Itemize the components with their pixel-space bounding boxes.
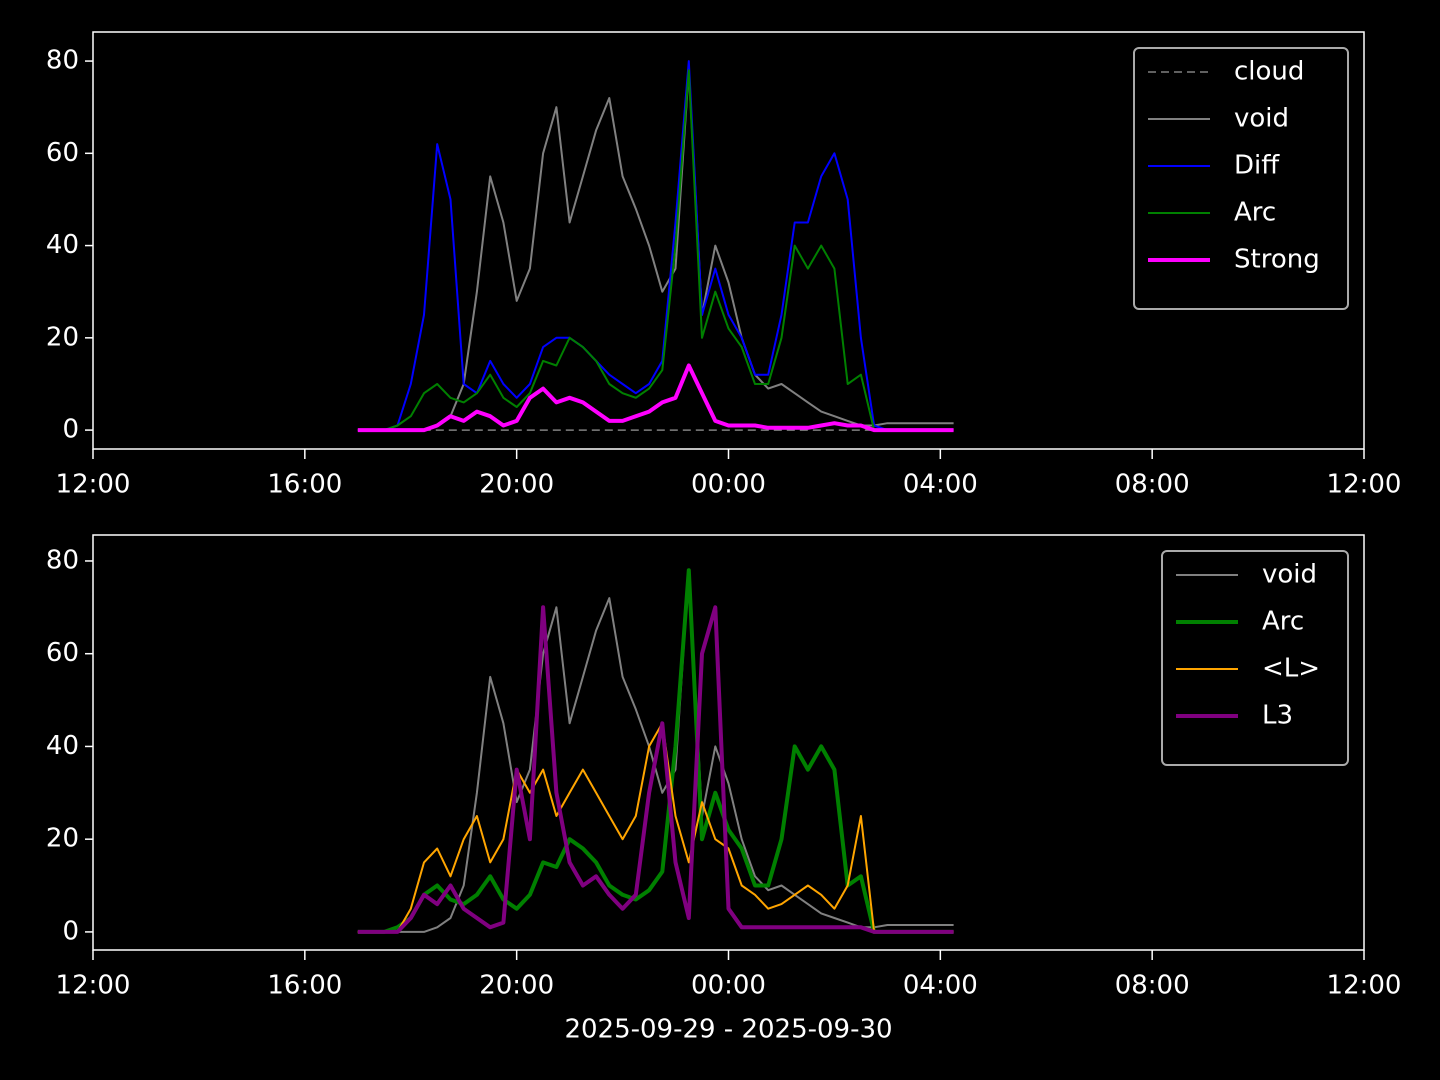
y-tick-label: 40 [46, 731, 79, 761]
legend-box [1161, 550, 1349, 766]
x-tick-label: 20:00 [479, 971, 554, 1001]
x-tick-label: 08:00 [1115, 971, 1190, 1001]
series-line [357, 605, 954, 934]
y-tick-label: 80 [46, 46, 79, 76]
x-tick-label: 16:00 [267, 971, 342, 1001]
y-tick-label: 0 [62, 916, 79, 946]
x-tick-label: 12:00 [56, 470, 131, 500]
legend-label: Strong [1234, 245, 1320, 275]
x-tick-label: 20:00 [479, 470, 554, 500]
x-tick-label: 00:00 [691, 470, 766, 500]
legend-label: void [1234, 104, 1289, 134]
series-line [357, 69, 954, 432]
legend-label: <L> [1262, 654, 1320, 684]
x-tick-label: 16:00 [267, 470, 342, 500]
legend-label: Arc [1262, 607, 1304, 637]
legend-label: L3 [1262, 701, 1293, 731]
axes-frame [92, 31, 1365, 450]
y-tick-label: 40 [46, 230, 79, 260]
x-tick-label: 08:00 [1115, 470, 1190, 500]
axes-frame [92, 534, 1365, 951]
x-axis-label: 2025-09-29 - 2025-09-30 [564, 1015, 892, 1045]
legend-box [1133, 47, 1349, 310]
series-line [357, 363, 954, 433]
x-tick-label: 00:00 [691, 971, 766, 1001]
y-tick-label: 20 [46, 824, 79, 854]
legend-label: cloud [1234, 57, 1304, 87]
y-tick-label: 60 [46, 138, 79, 168]
x-tick-label: 04:00 [903, 470, 978, 500]
x-tick-label: 12:00 [56, 971, 131, 1001]
y-tick-label: 60 [46, 638, 79, 668]
x-tick-label: 04:00 [903, 971, 978, 1001]
series-line [357, 69, 954, 432]
legend-label: Arc [1234, 198, 1276, 228]
x-tick-label: 12:00 [1327, 470, 1402, 500]
y-tick-label: 80 [46, 545, 79, 575]
y-tick-label: 20 [46, 322, 79, 352]
series-line [357, 60, 954, 432]
legend-label: Diff [1234, 151, 1280, 181]
y-tick-label: 0 [62, 415, 79, 445]
series-line [357, 568, 954, 934]
legend-label: void [1262, 560, 1317, 590]
series-line [357, 722, 954, 933]
x-tick-label: 12:00 [1327, 971, 1402, 1001]
